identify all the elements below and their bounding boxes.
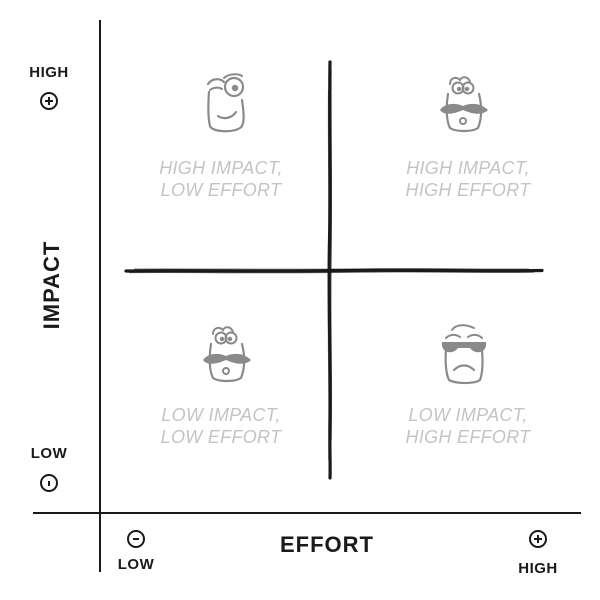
quadrant-label-bottom-left: LOW IMPACT, LOW EFFORT bbox=[131, 404, 311, 448]
quadrant-line-1: LOW IMPACT, bbox=[408, 405, 528, 425]
sunglasses-sad-face-icon bbox=[442, 324, 486, 385]
quadrant-line-2: LOW EFFORT bbox=[160, 180, 282, 200]
minus-circle-icon bbox=[127, 530, 145, 548]
x-axis-title: EFFORT bbox=[280, 532, 374, 557]
quadrant-line-2: HIGH EFFORT bbox=[405, 180, 531, 200]
quadrant-line-2: HIGH EFFORT bbox=[405, 427, 531, 447]
y-low-label: LOW bbox=[30, 445, 68, 462]
y-axis-title: IMPACT bbox=[39, 240, 64, 330]
plus-circle-icon bbox=[40, 92, 58, 110]
quadrant-line-1: HIGH IMPACT, bbox=[406, 158, 530, 178]
quadrant-label-top-left: HIGH IMPACT, LOW EFFORT bbox=[131, 157, 311, 201]
x-axis-line bbox=[33, 512, 581, 514]
plus-circle-icon bbox=[529, 530, 547, 548]
y-axis-line bbox=[99, 20, 101, 572]
x-high-label: HIGH bbox=[518, 560, 558, 577]
winking-face-icon bbox=[206, 73, 245, 133]
quadrant-line-2: LOW EFFORT bbox=[160, 427, 282, 447]
quadrant-line-1: HIGH IMPACT, bbox=[159, 158, 283, 178]
quadrant-label-bottom-right: LOW IMPACT, HIGH EFFORT bbox=[378, 404, 558, 448]
horizontal-divider bbox=[124, 268, 544, 274]
mustache-face-icon bbox=[203, 326, 251, 383]
x-low-label: LOW bbox=[117, 556, 155, 573]
quadrant-line-1: LOW IMPACT, bbox=[161, 405, 281, 425]
quadrant-label-top-right: HIGH IMPACT, HIGH EFFORT bbox=[378, 157, 558, 201]
mustache-face-icon bbox=[440, 76, 488, 133]
minus-circle-icon bbox=[40, 474, 58, 492]
y-high-label: HIGH bbox=[29, 64, 69, 81]
